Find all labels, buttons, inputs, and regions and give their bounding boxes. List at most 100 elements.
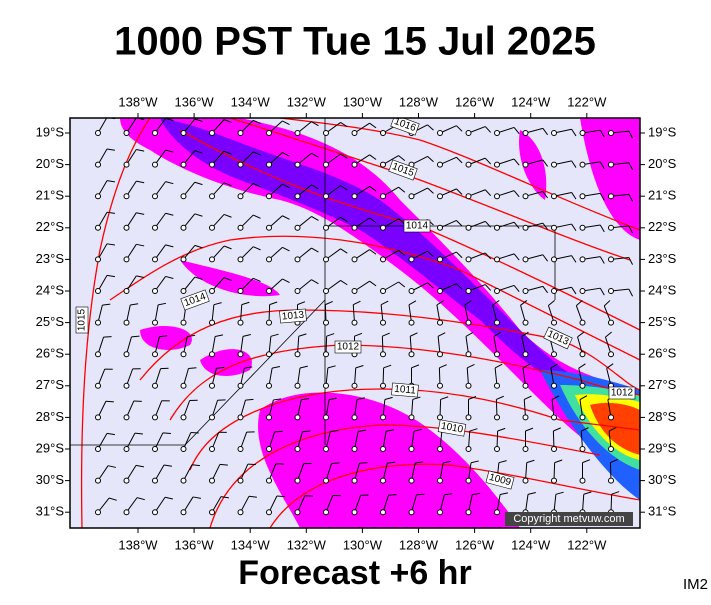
barb-station (210, 225, 215, 230)
lat-label: 19°S (648, 124, 677, 139)
barb-station (466, 131, 471, 136)
barb-station (153, 225, 158, 230)
lat-label: 21°S (648, 188, 677, 203)
lat-label: 20°S (36, 156, 65, 171)
barb-station (438, 194, 443, 199)
barb-station (352, 383, 357, 388)
barb-station (409, 257, 414, 262)
barb-station (352, 320, 357, 325)
barb-station (238, 447, 243, 452)
barb-station (324, 289, 329, 294)
barb-station (96, 225, 101, 230)
lon-label: 124°W (511, 94, 551, 109)
caption: Forecast +6 hr (238, 554, 471, 592)
barb-station (523, 257, 528, 262)
barb-station (238, 320, 243, 325)
barb-station (96, 447, 101, 452)
barb-station (438, 510, 443, 515)
barb-station (238, 383, 243, 388)
barb-station (267, 320, 272, 325)
barb-station (580, 447, 585, 452)
barb-station (124, 131, 129, 136)
barb-station (352, 225, 357, 230)
barb-station (267, 131, 272, 136)
barb-station (324, 447, 329, 452)
barb-station (295, 415, 300, 420)
barb-station (295, 383, 300, 388)
barb-station (409, 289, 414, 294)
barb-station (124, 478, 129, 483)
barb-station (124, 510, 129, 515)
barb-station (153, 510, 158, 515)
barb-station (295, 162, 300, 167)
barb-station (552, 478, 557, 483)
barb-station (466, 447, 471, 452)
barb-station (324, 131, 329, 136)
barb-station (466, 383, 471, 388)
barb-station (124, 383, 129, 388)
barb-station (295, 289, 300, 294)
barb-station (295, 447, 300, 452)
lat-label: 28°S (36, 409, 65, 424)
lat-label: 26°S (36, 346, 65, 361)
barb-station (352, 194, 357, 199)
isobar-label: 1015 (76, 307, 88, 333)
lon-label: 130°W (343, 94, 383, 109)
barb-station (324, 257, 329, 262)
lon-label: 136°W (175, 94, 215, 109)
barb-station (409, 352, 414, 357)
barb-station (438, 352, 443, 357)
barb-station (609, 131, 614, 136)
barb-station (153, 352, 158, 357)
barb-station (181, 447, 186, 452)
barb-station (210, 257, 215, 262)
barb-station (409, 320, 414, 325)
barb-station (552, 289, 557, 294)
barb-station (523, 194, 528, 199)
barb-station (210, 194, 215, 199)
barb-station (495, 352, 500, 357)
lon-label: 132°W (287, 94, 327, 109)
barb-station (580, 289, 585, 294)
barb-station (580, 415, 585, 420)
barb-station (438, 162, 443, 167)
lat-label: 27°S (648, 377, 677, 392)
lon-label: 126°W (455, 537, 495, 552)
barb-station (96, 194, 101, 199)
isobar-label-text: 1014 (406, 221, 429, 232)
barb-station (552, 131, 557, 136)
barb-station (124, 352, 129, 357)
barb-station (495, 131, 500, 136)
barb-station (495, 447, 500, 452)
barb-station (438, 415, 443, 420)
barb-station (295, 225, 300, 230)
barb-station (495, 510, 500, 515)
barb-station (181, 194, 186, 199)
barb-station (466, 510, 471, 515)
barb-station (438, 289, 443, 294)
barb-station (552, 320, 557, 325)
barb-station (96, 478, 101, 483)
barb-station (466, 225, 471, 230)
barb-station (181, 510, 186, 515)
lat-label: 24°S (648, 282, 677, 297)
barb-station (381, 415, 386, 420)
barb-station (153, 478, 158, 483)
isobar-label-text: 1013 (281, 310, 305, 323)
barb-station (381, 194, 386, 199)
barb-station (124, 289, 129, 294)
barb-station (438, 383, 443, 388)
title: 1000 PST Tue 15 Jul 2025 (114, 20, 596, 64)
barb-station (580, 383, 585, 388)
lon-label: 124°W (511, 537, 551, 552)
barb-station (466, 320, 471, 325)
barb-station (181, 383, 186, 388)
lon-label: 122°W (567, 537, 607, 552)
barb-station (580, 131, 585, 136)
barb-station (153, 257, 158, 262)
barb-station (609, 320, 614, 325)
barb-station (609, 194, 614, 199)
barb-station (523, 478, 528, 483)
barb-station (238, 352, 243, 357)
lon-label: 138°W (118, 94, 158, 109)
